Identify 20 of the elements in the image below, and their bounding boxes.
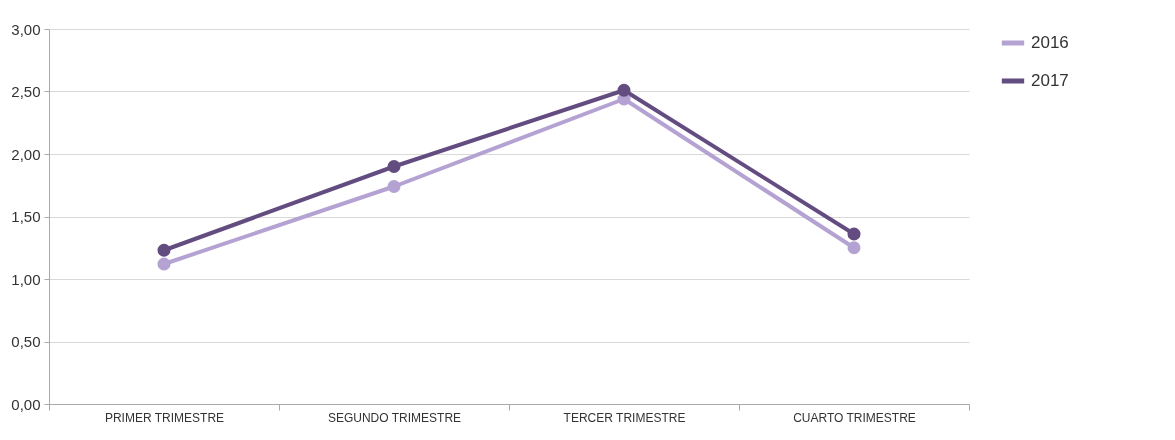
- point: [157, 243, 171, 257]
- x-tick-label: SEGUNDO TRIMESTRE: [327, 410, 462, 425]
- point: [847, 241, 861, 255]
- point: [387, 179, 401, 194]
- y-tick-label: 2,00: [11, 145, 41, 163]
- point: [157, 257, 171, 271]
- y-tick-label: 0,00: [11, 395, 41, 413]
- x-tick-label: PRIMER TRIMESTRE: [104, 410, 225, 425]
- y-tick-label: 0,50: [11, 333, 41, 350]
- legend-label: 2017: [1031, 71, 1069, 90]
- y-tick-label: 1,50: [11, 208, 41, 225]
- x-tick-label: CUARTO TRIMESTRE: [793, 410, 916, 425]
- point: [617, 83, 631, 97]
- y-tick-label: 1,00: [11, 270, 41, 288]
- point: [847, 227, 861, 241]
- y-tick-label: 2,50: [11, 83, 41, 100]
- x-tick-label: TERCER TRIMESTRE: [563, 410, 686, 425]
- y-tick-label: 3,00: [11, 20, 41, 38]
- point: [387, 159, 401, 174]
- legend-label: 2016: [1031, 33, 1069, 52]
